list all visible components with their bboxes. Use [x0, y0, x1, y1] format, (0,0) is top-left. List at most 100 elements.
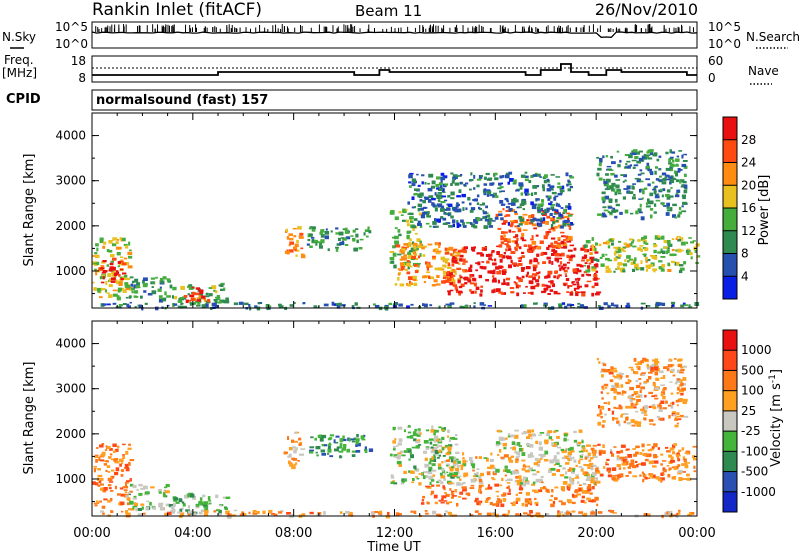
- heatmap-cell: [448, 246, 454, 251]
- heatmap-cell: [598, 449, 602, 453]
- heatmap-cell: [107, 477, 113, 481]
- heatmap-cell: [625, 416, 629, 421]
- heatmap-cell: [483, 457, 488, 459]
- heatmap-cell: [413, 246, 417, 250]
- heatmap-cell: [668, 158, 672, 163]
- heatmap-cell: [363, 232, 366, 236]
- heatmap-cell: [447, 247, 450, 251]
- heatmap-cell: [336, 446, 341, 449]
- heatmap-cell: [673, 358, 677, 360]
- heatmap-cell: [248, 304, 251, 308]
- heatmap-cell: [406, 271, 411, 275]
- heatmap-cell: [614, 215, 618, 219]
- heatmap-cell: [652, 403, 656, 406]
- heatmap-cell: [315, 242, 318, 246]
- heatmap-cell: [143, 290, 147, 293]
- heatmap-cell: [394, 455, 398, 458]
- heatmap-cell: [414, 232, 418, 235]
- heatmap-cell: [539, 432, 545, 434]
- heatmap-cell: [640, 386, 645, 390]
- heatmap-cell: [489, 270, 493, 274]
- heatmap-cell: [413, 465, 417, 469]
- heatmap-cell: [549, 289, 554, 292]
- heatmap-cell: [478, 456, 483, 459]
- heatmap-cell: [521, 482, 526, 487]
- heatmap-cell: [455, 462, 458, 466]
- heatmap-cell: [528, 498, 532, 500]
- heatmap-cell: [445, 303, 450, 306]
- heatmap-cell: [124, 284, 129, 288]
- heatmap-cell: [193, 512, 197, 516]
- heatmap-cell: [93, 465, 97, 468]
- heatmap-cell: [295, 249, 300, 252]
- heatmap-cell: [515, 240, 518, 245]
- heatmap-cell: [205, 295, 210, 298]
- heatmap-cell: [413, 218, 418, 221]
- heatmap-cell: [669, 163, 675, 168]
- heatmap-cell: [119, 487, 124, 490]
- heatmap-cell: [454, 489, 458, 493]
- heatmap-cell: [597, 421, 602, 426]
- heatmap-cell: [436, 195, 441, 199]
- heatmap-cell: [558, 304, 563, 308]
- heatmap-cell: [658, 402, 662, 407]
- heatmap-cell: [667, 364, 673, 368]
- heatmap-cell: [646, 443, 651, 446]
- heatmap-cell: [189, 302, 192, 306]
- heatmap-cell: [671, 260, 676, 264]
- heatmap-cell: [597, 511, 603, 514]
- heatmap-cell: [127, 265, 133, 269]
- heatmap-cell: [456, 482, 461, 486]
- heatmap-cell: [659, 405, 662, 409]
- heatmap-cell: [262, 510, 266, 515]
- heatmap-cell: [473, 305, 476, 309]
- heatmap-cell: [505, 172, 510, 175]
- heatmap-cell: [518, 215, 523, 220]
- heatmap-cell: [444, 510, 448, 513]
- heatmap-cell: [344, 227, 348, 232]
- heatmap-cell: [551, 188, 554, 191]
- heatmap-cell: [664, 176, 668, 179]
- heatmap-cell: [671, 368, 675, 372]
- heatmap-cell: [658, 260, 663, 263]
- heatmap-cell: [191, 286, 195, 289]
- heatmap-cell: [459, 254, 464, 258]
- heatmap-cell: [676, 454, 679, 458]
- heatmap-cell: [428, 438, 434, 441]
- heatmap-cell: [341, 447, 346, 451]
- heatmap-cell: [455, 458, 459, 461]
- heatmap-cell: [417, 430, 420, 435]
- heatmap-cell: [682, 456, 686, 461]
- heatmap-cell: [125, 277, 131, 281]
- heatmap-cell: [603, 242, 607, 245]
- heatmap-cell: [529, 259, 533, 263]
- heatmap-cell: [353, 247, 358, 252]
- heatmap-cell: [624, 460, 629, 463]
- heatmap-cell: [681, 210, 687, 213]
- heatmap-cell: [521, 232, 525, 237]
- heatmap-cell: [651, 359, 656, 362]
- heatmap-cell: [489, 194, 494, 197]
- heatmap-cell: [542, 453, 546, 457]
- heatmap-cell: [493, 192, 497, 196]
- heatmap-cell: [222, 299, 225, 304]
- heatmap-cell: [545, 275, 551, 277]
- heatmap-cell: [137, 513, 143, 516]
- heatmap-cell: [469, 282, 475, 285]
- heatmap-cell: [435, 225, 439, 228]
- heatmap-cell: [616, 450, 621, 454]
- heatmap-cell: [654, 397, 659, 400]
- heatmap-cell: [495, 502, 499, 506]
- heatmap-cell: [451, 490, 455, 493]
- heatmap-cell: [654, 236, 659, 240]
- heatmap-cell: [614, 174, 618, 178]
- heatmap-cell: [187, 285, 190, 288]
- heatmap-cell: [311, 226, 316, 230]
- heatmap-cell: [507, 510, 510, 514]
- heatmap-cell: [418, 482, 422, 486]
- heatmap-cell: [642, 453, 647, 457]
- heatmap-cell: [646, 365, 652, 370]
- heatmap-cell: [540, 454, 544, 458]
- heatmap-cell: [115, 241, 119, 244]
- heatmap-cell: [583, 254, 588, 259]
